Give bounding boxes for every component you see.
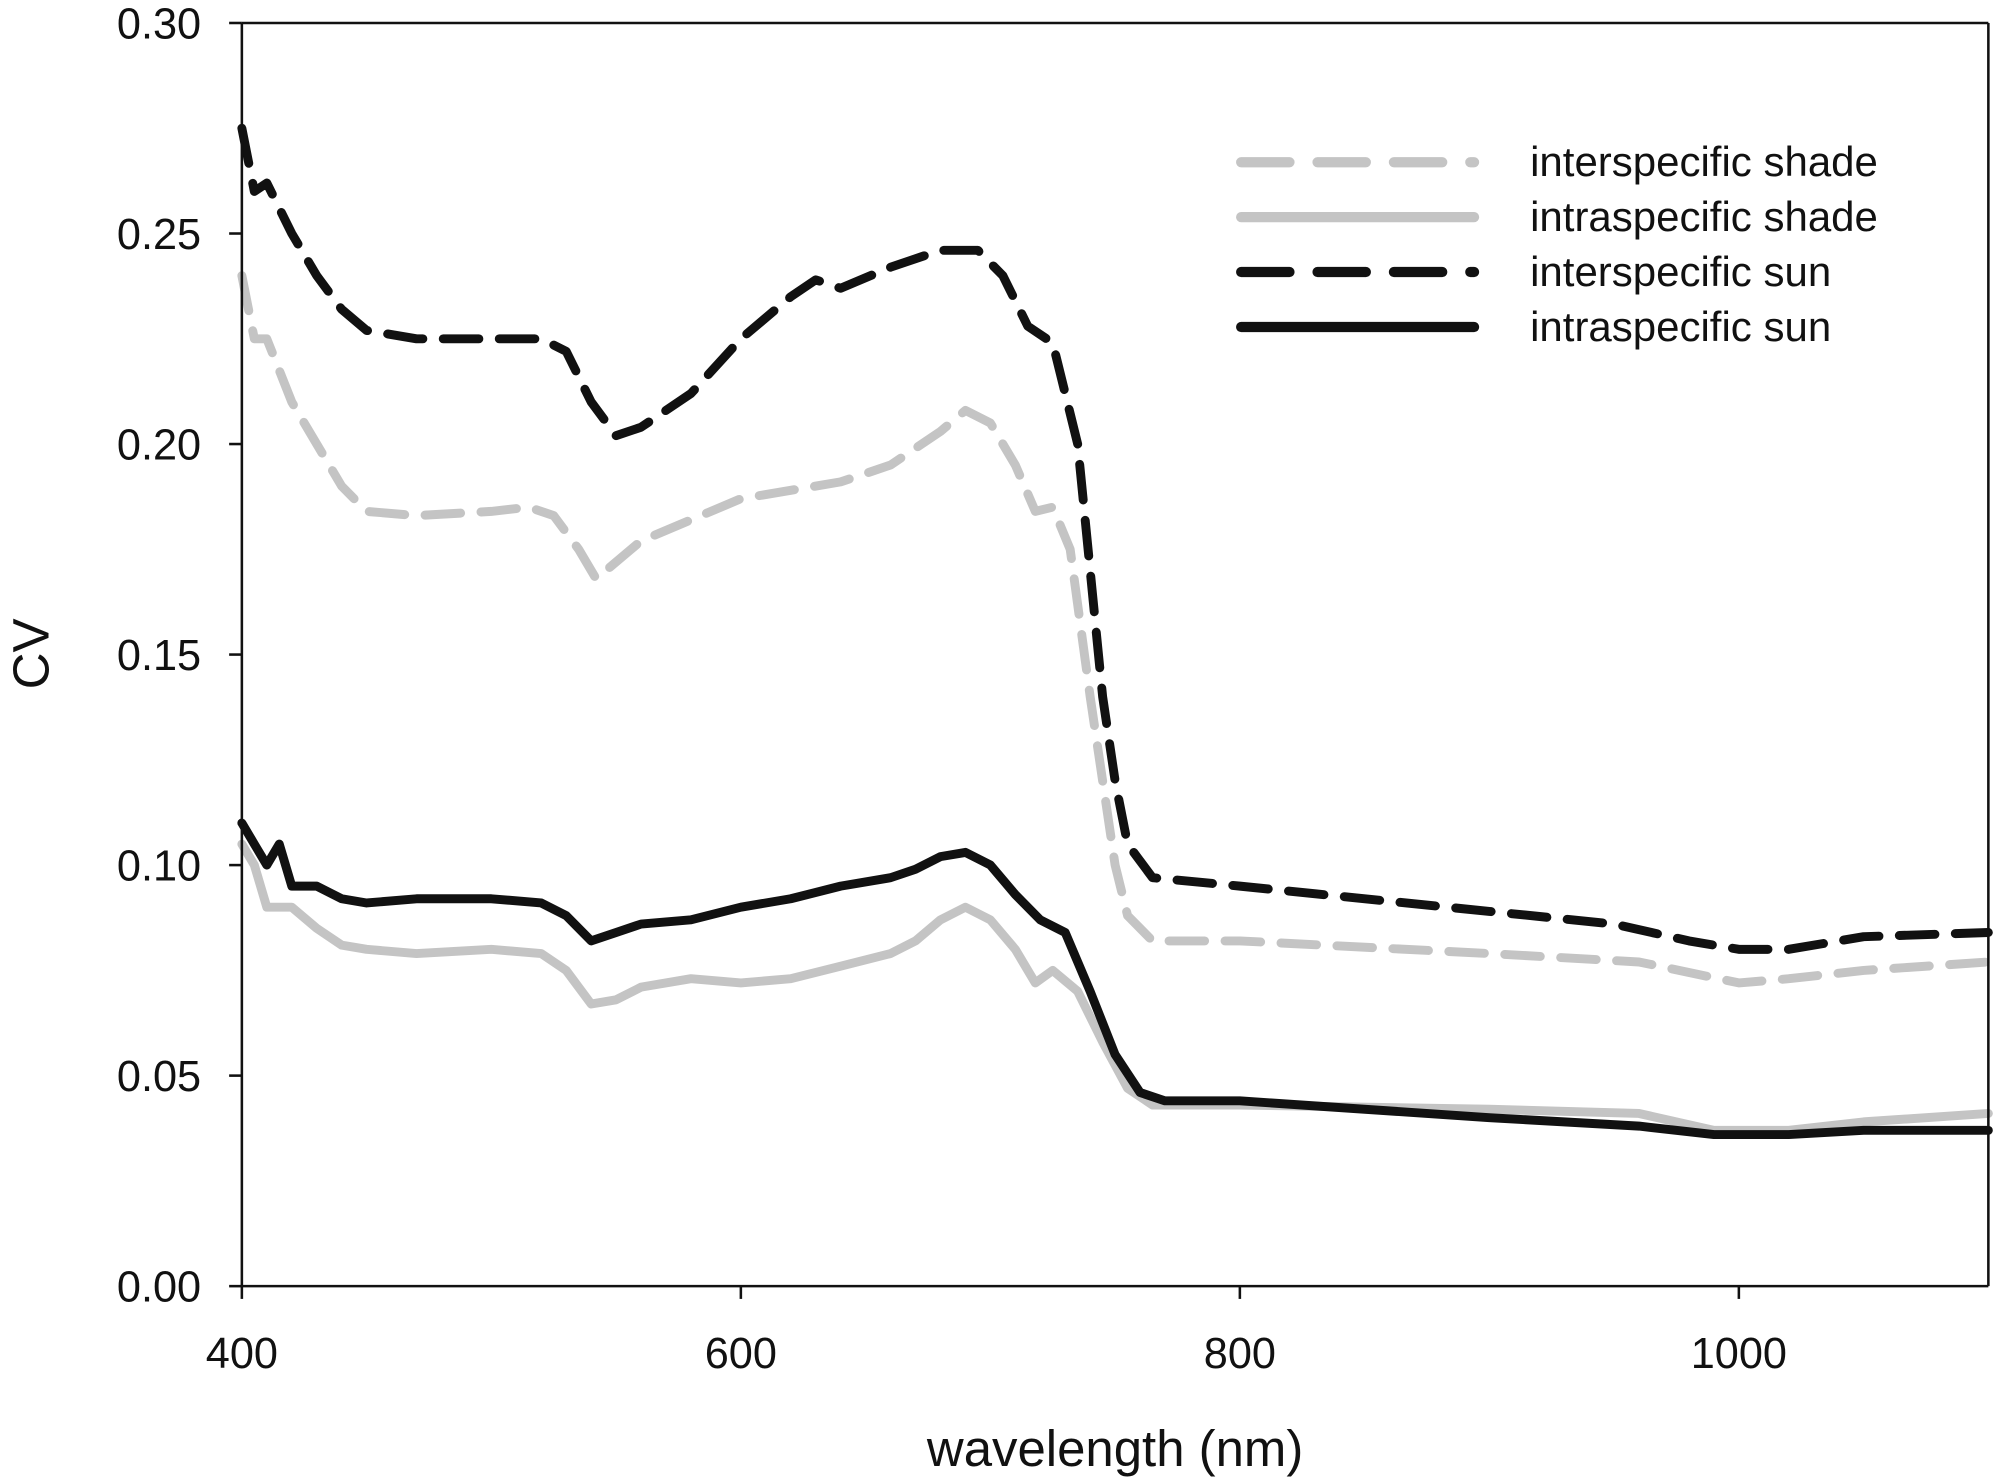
legend-label: interspecific sun xyxy=(1530,248,1831,295)
y-tick-label: 0.20 xyxy=(117,421,201,469)
y-axis-label: CV xyxy=(2,618,59,689)
series-layer xyxy=(237,123,1993,1140)
series-intraspecific-sun xyxy=(237,818,1993,1140)
y-tick-label: 0.10 xyxy=(117,842,201,890)
y-tick-label: 0.30 xyxy=(117,0,201,48)
x-tick-label: 800 xyxy=(1204,1330,1276,1378)
legend-label: intraspecific sun xyxy=(1530,303,1831,350)
legend-label: intraspecific shade xyxy=(1530,193,1878,240)
legend-item: intraspecific shade xyxy=(1236,193,1878,240)
y-tick-label: 0.15 xyxy=(117,632,201,680)
x-tick-label: 600 xyxy=(705,1330,777,1378)
series-interspecific-sun xyxy=(237,123,1993,954)
series-intraspecific-shade xyxy=(237,839,1993,1135)
legend-item: interspecific shade xyxy=(1236,138,1878,185)
y-tick-label: 0.00 xyxy=(117,1263,201,1311)
legend: interspecific shade intraspecific shade in… xyxy=(1236,138,1878,350)
x-tick-label: 1000 xyxy=(1691,1330,1787,1378)
tick-layer: 400 600 800 1000 0.00 0.05 0.10 0.15 0.20 0.25 0.3… xyxy=(117,0,1787,1378)
legend-label: interspecific shade xyxy=(1530,138,1878,185)
y-tick-label: 0.25 xyxy=(117,211,201,259)
x-axis-label: wavelength (nm) xyxy=(926,1420,1303,1477)
legend-item: intraspecific sun xyxy=(1236,303,1831,350)
series-interspecific-shade xyxy=(237,271,1993,988)
legend-item: interspecific sun xyxy=(1236,248,1831,295)
y-tick-label: 0.05 xyxy=(117,1053,201,1101)
x-tick-label: 400 xyxy=(206,1330,278,1378)
